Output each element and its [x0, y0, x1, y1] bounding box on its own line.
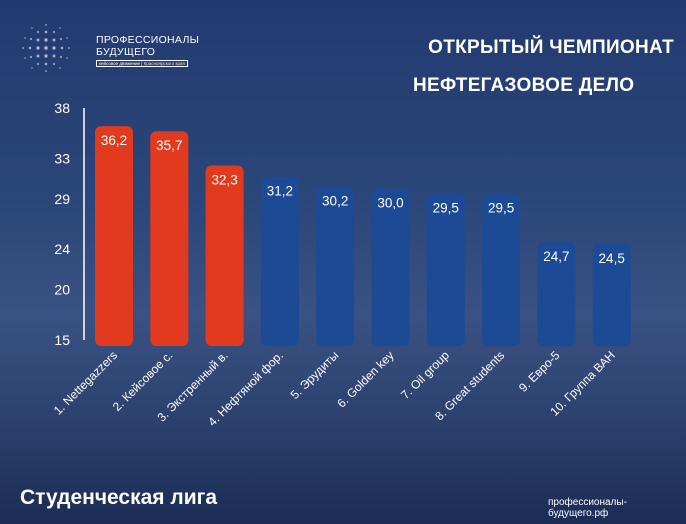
y-tick-label: 20 [54, 282, 70, 298]
y-tick-label: 38 [54, 100, 70, 116]
bar [260, 176, 299, 346]
bar [95, 126, 133, 346]
y-tick-label: 33 [54, 150, 70, 166]
bar [316, 186, 355, 346]
logo-tagline: кейсовое движение | Красноярского края [96, 60, 188, 67]
logo-tagline-b: Красноярского края [143, 61, 185, 66]
website-link[interactable]: профессионалы-будущего.рф [548, 497, 627, 519]
y-tick-label: 24 [54, 241, 70, 257]
bar-value-label: 31,2 [267, 184, 293, 199]
bar-value-label: 36,2 [101, 133, 127, 148]
title-line2: НЕФТЕГАЗОВОЕ ДЕЛО [413, 75, 635, 96]
league-label: Студенческая лига [20, 486, 218, 509]
x-tick-label: 5. Эрудиты [288, 348, 342, 402]
title-line1: ОТКРЫТЫЙ ЧЕМПИОНАТ [428, 37, 674, 58]
bar [592, 244, 631, 346]
bar-value-label: 29,5 [433, 201, 459, 216]
logo-line2: БУДУЩЕГО [96, 46, 156, 58]
bar [537, 242, 576, 346]
bar [150, 131, 189, 346]
bar-value-label: 30,0 [377, 196, 403, 211]
bar-value-label: 30,2 [322, 194, 348, 209]
logo-line1: ПРОФЕССИОНАЛЫ [96, 34, 200, 46]
x-tick-label: 1. Nettegazzers [51, 348, 120, 417]
logo-tagline-a: кейсовое движение [99, 61, 140, 66]
y-tick-label: 29 [54, 191, 70, 207]
bar-value-label: 29,5 [488, 201, 514, 216]
bar [371, 188, 410, 346]
bar-value-label: 35,7 [156, 138, 182, 153]
logo-sphere-icon [22, 24, 70, 72]
logo: ПРОФЕССИОНАЛЫ БУДУЩЕГО кейсовое движение… [12, 18, 212, 78]
bar-value-label: 32,3 [211, 172, 237, 187]
bar [482, 193, 521, 346]
x-tick-label: 7. Oil group [398, 348, 452, 402]
bar [426, 193, 465, 346]
y-tick-label: 15 [54, 332, 70, 348]
bar-value-label: 24,5 [599, 251, 625, 266]
bar-value-label: 24,7 [543, 249, 569, 264]
x-tick-label: 6. Golden key [334, 348, 396, 410]
x-tick-label: 9. Евро-5 [516, 348, 563, 395]
bar [205, 165, 244, 346]
